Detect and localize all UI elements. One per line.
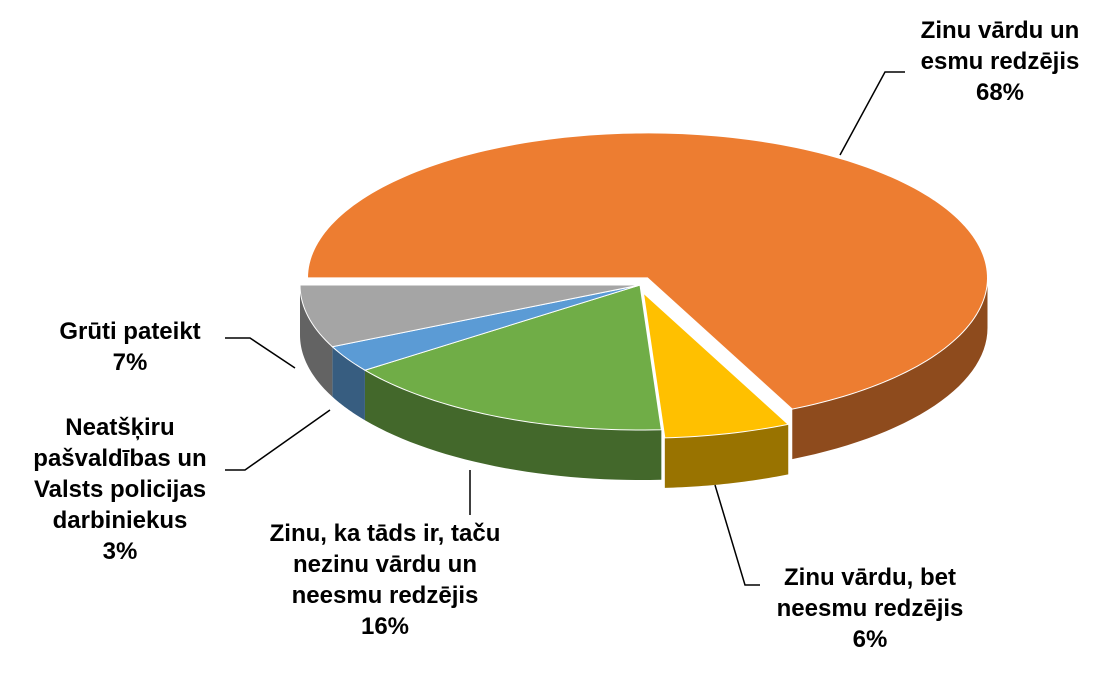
leader-line: [839, 71, 905, 156]
category-label: Zinu vārdu un esmu redzējis: [920, 17, 1080, 75]
data-label: Zinu vārdu, bet neesmu redzējis 6%: [745, 562, 995, 655]
data-label: Neatšķiru pašvaldības un Valsts policija…: [5, 412, 235, 567]
leader-line: [225, 337, 296, 369]
value-label: 68%: [975, 79, 1025, 106]
value-label: 7%: [112, 349, 148, 376]
slice-side: [664, 424, 789, 488]
slice: [331, 284, 641, 371]
category-label: Zinu vārdu, bet neesmu redzējis: [776, 564, 964, 622]
value-label: 6%: [852, 626, 888, 653]
data-label: Zinu, ka tāds ir, taču nezinu vārdu un n…: [250, 518, 520, 642]
slice-side: [332, 346, 365, 421]
data-label: Grūti pateikt 7%: [30, 316, 230, 378]
value-label: 3%: [102, 538, 138, 565]
slice: [642, 291, 790, 439]
leader-line: [225, 409, 331, 471]
slice-side: [792, 277, 988, 460]
category-label: Neatšķiru pašvaldības un Valsts policija…: [33, 414, 207, 534]
leader-line: [714, 484, 760, 586]
slice: [363, 284, 662, 431]
category-label: Zinu, ka tāds ir, taču nezinu vārdu un n…: [269, 520, 501, 609]
value-label: 16%: [360, 613, 410, 640]
slice: [299, 284, 641, 348]
data-label: Zinu vārdu un esmu redzējis 68%: [895, 15, 1105, 108]
category-label: Grūti pateikt: [59, 318, 201, 345]
slice: [306, 132, 988, 410]
slice-side: [300, 285, 333, 397]
slice-side: [364, 370, 662, 480]
